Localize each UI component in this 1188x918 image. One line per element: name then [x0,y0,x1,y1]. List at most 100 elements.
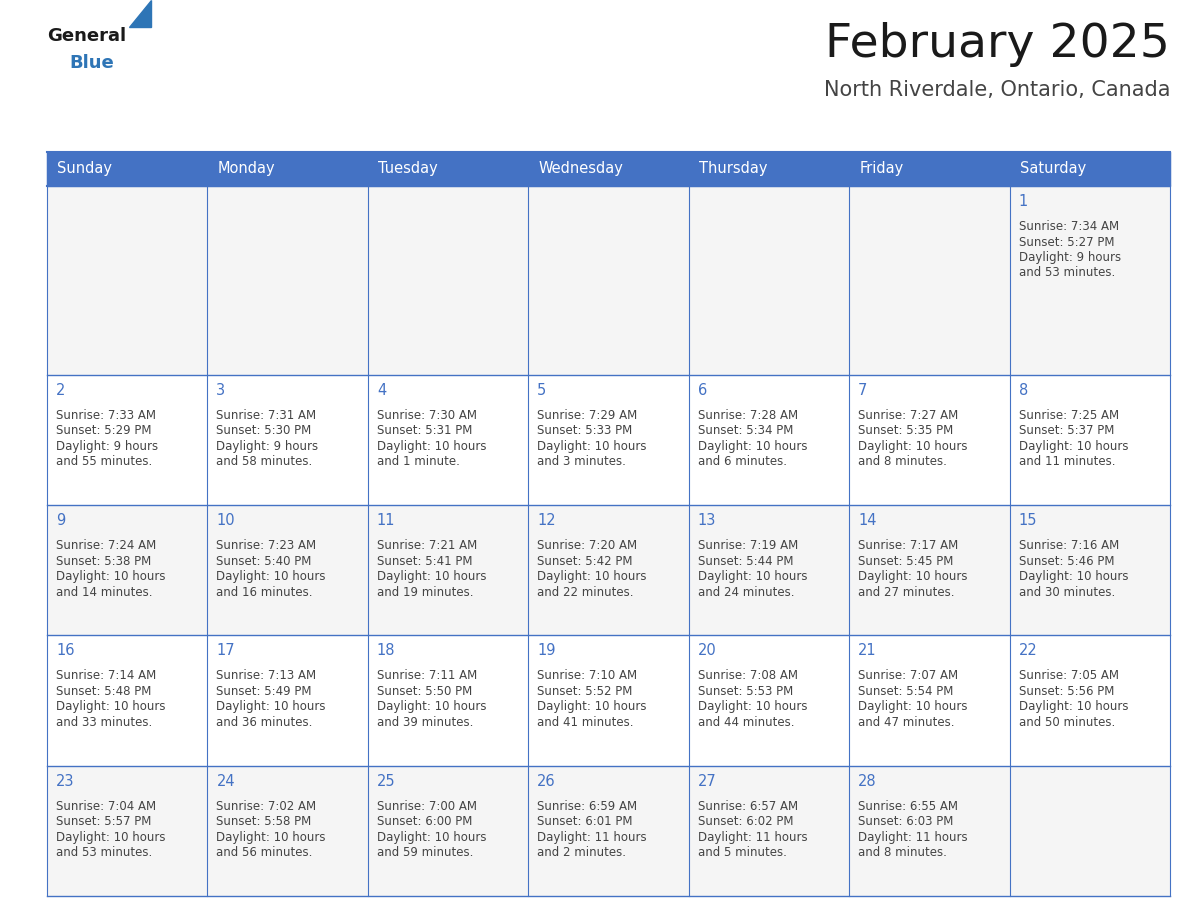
Text: Sunrise: 7:11 AM: Sunrise: 7:11 AM [377,669,478,682]
Bar [48,152,1170,186]
Text: Sunset: 5:46 PM: Sunset: 5:46 PM [1018,554,1114,567]
Text: Daylight: 10 hours: Daylight: 10 hours [56,570,165,583]
Text: Sunset: 5:33 PM: Sunset: 5:33 PM [537,424,632,437]
Text: Sunset: 5:40 PM: Sunset: 5:40 PM [216,554,311,567]
Text: 1: 1 [1018,194,1028,209]
Text: Daylight: 10 hours: Daylight: 10 hours [858,700,968,713]
Text: and 24 minutes.: and 24 minutes. [697,586,795,599]
Text: and 33 minutes.: and 33 minutes. [56,716,152,729]
Text: Daylight: 10 hours: Daylight: 10 hours [216,831,326,844]
Text: Sunrise: 7:34 AM: Sunrise: 7:34 AM [1018,220,1119,233]
Text: Sunrise: 7:29 AM: Sunrise: 7:29 AM [537,409,638,422]
Text: and 59 minutes.: and 59 minutes. [377,846,473,859]
Text: Sunrise: 7:00 AM: Sunrise: 7:00 AM [377,800,476,812]
Text: and 16 minutes.: and 16 minutes. [216,586,312,599]
Text: and 19 minutes.: and 19 minutes. [377,586,473,599]
Text: Sunset: 5:38 PM: Sunset: 5:38 PM [56,554,151,567]
Text: and 8 minutes.: and 8 minutes. [858,846,947,859]
Text: and 2 minutes.: and 2 minutes. [537,846,626,859]
Text: 4: 4 [377,383,386,397]
Text: Daylight: 10 hours: Daylight: 10 hours [216,570,326,583]
Text: 19: 19 [537,644,556,658]
Text: Daylight: 10 hours: Daylight: 10 hours [56,831,165,844]
Text: Blue: Blue [69,54,114,72]
Text: and 47 minutes.: and 47 minutes. [858,716,955,729]
Bar [48,635,1170,766]
Text: 22: 22 [1018,644,1037,658]
Text: and 58 minutes.: and 58 minutes. [216,455,312,468]
Text: Sunrise: 7:28 AM: Sunrise: 7:28 AM [697,409,798,422]
Text: Sunrise: 7:13 AM: Sunrise: 7:13 AM [216,669,316,682]
Text: 17: 17 [216,644,235,658]
Text: Sunset: 5:44 PM: Sunset: 5:44 PM [697,554,794,567]
Text: and 53 minutes.: and 53 minutes. [1018,266,1114,279]
Text: and 41 minutes.: and 41 minutes. [537,716,633,729]
Text: 25: 25 [377,774,396,789]
Text: Sunrise: 7:21 AM: Sunrise: 7:21 AM [377,539,478,552]
Text: Sunrise: 7:23 AM: Sunrise: 7:23 AM [216,539,316,552]
Text: Sunset: 6:01 PM: Sunset: 6:01 PM [537,815,633,828]
Text: Daylight: 10 hours: Daylight: 10 hours [377,440,486,453]
Text: Daylight: 10 hours: Daylight: 10 hours [537,440,646,453]
Text: Daylight: 10 hours: Daylight: 10 hours [1018,700,1129,713]
Text: and 11 minutes.: and 11 minutes. [1018,455,1116,468]
Text: 8: 8 [1018,383,1028,397]
Text: Daylight: 10 hours: Daylight: 10 hours [377,570,486,583]
Text: Sunset: 5:49 PM: Sunset: 5:49 PM [216,685,312,698]
Text: Monday: Monday [217,162,276,176]
Text: Sunset: 5:30 PM: Sunset: 5:30 PM [216,424,311,437]
Text: Sunrise: 7:27 AM: Sunrise: 7:27 AM [858,409,959,422]
Text: and 14 minutes.: and 14 minutes. [56,586,152,599]
Text: 20: 20 [697,644,716,658]
Text: and 30 minutes.: and 30 minutes. [1018,586,1114,599]
Text: North Riverdale, Ontario, Canada: North Riverdale, Ontario, Canada [823,80,1170,100]
Text: Sunrise: 7:25 AM: Sunrise: 7:25 AM [1018,409,1119,422]
Text: 21: 21 [858,644,877,658]
Text: Sunset: 5:48 PM: Sunset: 5:48 PM [56,685,151,698]
Text: and 53 minutes.: and 53 minutes. [56,846,152,859]
Polygon shape [129,0,151,27]
Text: 27: 27 [697,774,716,789]
Text: General: General [48,27,126,45]
Text: Sunset: 5:58 PM: Sunset: 5:58 PM [216,815,311,828]
Text: Sunset: 5:35 PM: Sunset: 5:35 PM [858,424,954,437]
Text: Daylight: 10 hours: Daylight: 10 hours [56,700,165,713]
Text: Daylight: 9 hours: Daylight: 9 hours [216,440,318,453]
Text: 23: 23 [56,774,75,789]
Text: Sunrise: 7:08 AM: Sunrise: 7:08 AM [697,669,797,682]
Text: Sunrise: 6:59 AM: Sunrise: 6:59 AM [537,800,638,812]
Text: Saturday: Saturday [1019,162,1086,176]
Text: Daylight: 10 hours: Daylight: 10 hours [858,440,968,453]
Text: Sunrise: 7:33 AM: Sunrise: 7:33 AM [56,409,156,422]
Text: 7: 7 [858,383,867,397]
Text: Sunset: 5:53 PM: Sunset: 5:53 PM [697,685,792,698]
Text: and 55 minutes.: and 55 minutes. [56,455,152,468]
Text: Daylight: 11 hours: Daylight: 11 hours [537,831,647,844]
Text: Daylight: 11 hours: Daylight: 11 hours [697,831,808,844]
Text: Sunrise: 6:55 AM: Sunrise: 6:55 AM [858,800,959,812]
Text: and 1 minute.: and 1 minute. [377,455,460,468]
Text: 26: 26 [537,774,556,789]
Text: Daylight: 10 hours: Daylight: 10 hours [537,700,646,713]
Text: Wednesday: Wednesday [538,162,624,176]
Bar [48,505,1170,635]
Text: Daylight: 10 hours: Daylight: 10 hours [1018,570,1129,583]
Text: Daylight: 11 hours: Daylight: 11 hours [858,831,968,844]
Text: Sunrise: 7:02 AM: Sunrise: 7:02 AM [216,800,316,812]
Text: Sunset: 5:50 PM: Sunset: 5:50 PM [377,685,472,698]
Text: Sunset: 5:52 PM: Sunset: 5:52 PM [537,685,633,698]
Text: 10: 10 [216,513,235,528]
Text: Sunrise: 7:24 AM: Sunrise: 7:24 AM [56,539,157,552]
Text: Sunset: 5:42 PM: Sunset: 5:42 PM [537,554,633,567]
Text: Sunrise: 7:17 AM: Sunrise: 7:17 AM [858,539,959,552]
Text: Sunset: 5:57 PM: Sunset: 5:57 PM [56,815,151,828]
Text: Sunset: 5:31 PM: Sunset: 5:31 PM [377,424,473,437]
Text: 28: 28 [858,774,877,789]
Text: Sunrise: 7:31 AM: Sunrise: 7:31 AM [216,409,316,422]
Text: Thursday: Thursday [699,162,767,176]
Text: and 36 minutes.: and 36 minutes. [216,716,312,729]
Text: 2: 2 [56,383,65,397]
Text: Daylight: 9 hours: Daylight: 9 hours [56,440,158,453]
Text: and 3 minutes.: and 3 minutes. [537,455,626,468]
Text: Daylight: 10 hours: Daylight: 10 hours [377,700,486,713]
